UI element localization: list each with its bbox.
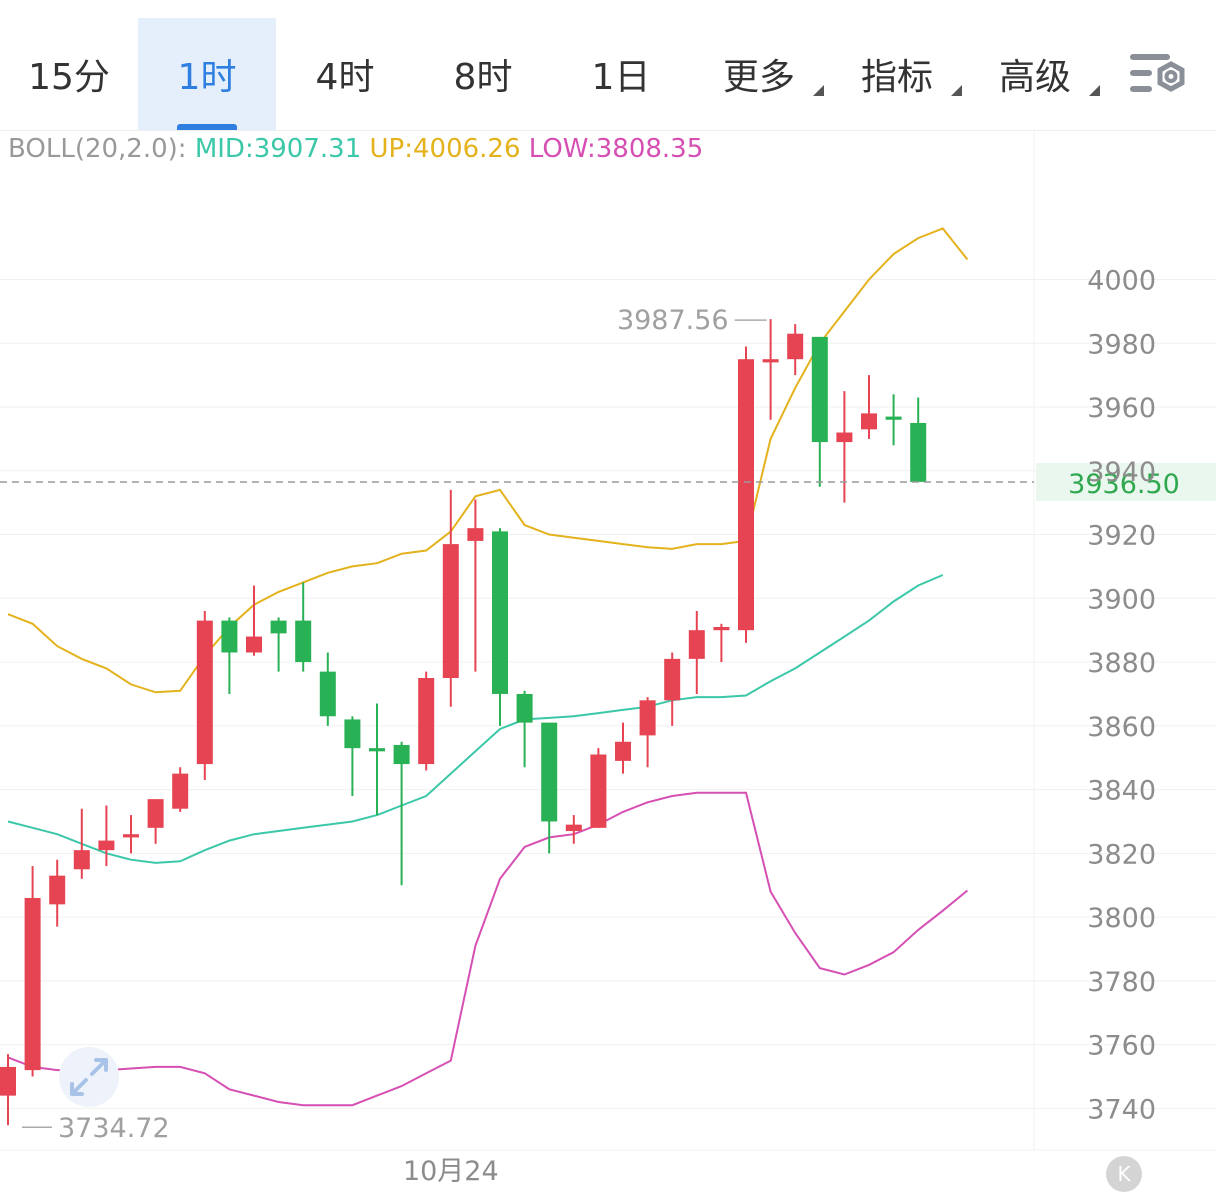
y-tick-label: 3880 bbox=[1087, 648, 1156, 679]
boll-up-label: UP: bbox=[369, 134, 413, 164]
tab-label: 指标 bbox=[860, 57, 933, 98]
candle-body bbox=[442, 544, 459, 678]
tab-indicators[interactable]: 指标 bbox=[828, 18, 966, 130]
y-tick-label: 3940 bbox=[1087, 457, 1156, 488]
caret-down-icon bbox=[1089, 85, 1100, 96]
y-tick-label: 3760 bbox=[1087, 1031, 1156, 1062]
expand-icon[interactable] bbox=[58, 1046, 120, 1108]
chart-grid bbox=[0, 130, 1216, 1151]
candle-body bbox=[369, 748, 385, 752]
candle-body bbox=[196, 620, 213, 765]
tab-1hour[interactable]: 1时 bbox=[138, 18, 276, 130]
candle-body bbox=[344, 719, 361, 749]
tab-1day[interactable]: 1日 bbox=[552, 18, 690, 130]
candle-body bbox=[0, 1066, 16, 1096]
candle-body bbox=[221, 620, 238, 653]
candle-body bbox=[172, 773, 189, 809]
tab-label: 更多 bbox=[722, 57, 795, 98]
tab-label: 高级 bbox=[998, 57, 1071, 98]
caret-down-icon bbox=[813, 85, 824, 96]
boll-indicator-legend: BOLL(20,2.0): MID:3907.31 UP:4006.26 LOW… bbox=[8, 134, 703, 164]
candle-body bbox=[270, 620, 287, 634]
candle-body bbox=[147, 799, 164, 828]
y-tick-label: 3900 bbox=[1087, 584, 1156, 615]
boll-low-label: LOW: bbox=[528, 134, 596, 164]
tab-label: 8时 bbox=[453, 57, 513, 98]
current-price-badge bbox=[1036, 462, 1216, 501]
candle-body bbox=[73, 850, 90, 870]
y-tick-label: 4000 bbox=[1087, 266, 1156, 297]
y-tick-label: 3800 bbox=[1087, 903, 1156, 934]
candle-body bbox=[713, 626, 730, 631]
candle-body bbox=[418, 678, 435, 765]
chart-settings-icon[interactable] bbox=[1128, 50, 1190, 102]
y-tick-label: 3820 bbox=[1087, 839, 1156, 870]
chart-annotations: 3936.50 3987.56 3734.72 bbox=[0, 305, 1216, 1144]
candle-body bbox=[565, 824, 582, 832]
candle-body bbox=[49, 875, 66, 905]
max-price-label: 3987.56 bbox=[617, 305, 729, 336]
candle-body bbox=[590, 754, 607, 828]
candle-body bbox=[910, 422, 927, 482]
candle-body bbox=[467, 528, 484, 541]
candle-body bbox=[664, 658, 681, 701]
boll-low-value: 3808.35 bbox=[595, 134, 704, 164]
tab-label: 1日 bbox=[591, 57, 651, 98]
candle-body bbox=[836, 432, 853, 443]
candle-body bbox=[688, 630, 705, 659]
boll-mid-label: MID: bbox=[194, 134, 254, 164]
y-tick-label: 3840 bbox=[1087, 776, 1156, 807]
candle-body bbox=[98, 840, 115, 851]
x-tick-label: 10月24 bbox=[403, 1156, 499, 1187]
boll-mid-value: 3907.31 bbox=[253, 134, 362, 164]
y-tick-label: 3740 bbox=[1087, 1094, 1156, 1125]
candle-body bbox=[295, 620, 312, 663]
tab-8hour[interactable]: 8时 bbox=[414, 18, 552, 130]
boll-name: BOLL(20,2.0): bbox=[8, 134, 187, 164]
candle-body bbox=[541, 722, 558, 822]
candle-body bbox=[885, 416, 902, 420]
tab-15min[interactable]: 15分 bbox=[0, 18, 138, 130]
k-line-toggle-button[interactable]: K bbox=[1106, 1156, 1142, 1192]
tab-label: 1时 bbox=[177, 57, 237, 98]
y-tick-label: 3960 bbox=[1087, 393, 1156, 424]
tab-label: 4时 bbox=[315, 57, 375, 98]
y-tick-label: 3860 bbox=[1087, 712, 1156, 743]
y-tick-label: 3920 bbox=[1087, 521, 1156, 552]
k-button-label: K bbox=[1117, 1162, 1131, 1186]
current-price-label: 3936.50 bbox=[1068, 469, 1180, 500]
candle-body bbox=[811, 336, 828, 443]
boll-bands bbox=[7, 227, 969, 1107]
candle-body bbox=[787, 333, 804, 360]
candle-body bbox=[738, 359, 754, 631]
candle-body bbox=[123, 834, 139, 838]
boll-low-line bbox=[7, 791, 969, 1107]
timeframe-tab-bar: 15分 1时 4时 8时 1日 更多 指标 高级 bbox=[0, 0, 1216, 131]
caret-down-icon bbox=[951, 85, 962, 96]
boll-up-line bbox=[7, 227, 969, 694]
boll-up-value: 4006.26 bbox=[412, 134, 521, 164]
boll-mid-line bbox=[7, 574, 944, 864]
candle-body bbox=[615, 741, 631, 761]
candle-body bbox=[246, 636, 262, 653]
tab-label: 15分 bbox=[28, 57, 110, 98]
price-axis: 4000 3980 3960 3940 3920 3900 3880 3860 3840 3820… bbox=[403, 266, 1156, 1188]
candle-body bbox=[24, 897, 41, 1071]
tab-more[interactable]: 更多 bbox=[690, 18, 828, 130]
candle-body bbox=[861, 413, 877, 430]
tab-4hour[interactable]: 4时 bbox=[276, 18, 414, 130]
candle-body bbox=[319, 671, 336, 717]
candle-body bbox=[639, 700, 656, 736]
min-price-label: 3734.72 bbox=[58, 1113, 170, 1144]
active-tab-indicator bbox=[177, 124, 237, 130]
candles bbox=[0, 319, 927, 1126]
candle-body bbox=[393, 744, 410, 765]
candle-body bbox=[516, 693, 533, 723]
candle-body bbox=[762, 359, 779, 363]
tab-advanced[interactable]: 高级 bbox=[966, 18, 1104, 130]
y-tick-label: 3980 bbox=[1087, 329, 1156, 360]
candle-body bbox=[492, 531, 508, 694]
y-tick-label: 3780 bbox=[1087, 967, 1156, 998]
